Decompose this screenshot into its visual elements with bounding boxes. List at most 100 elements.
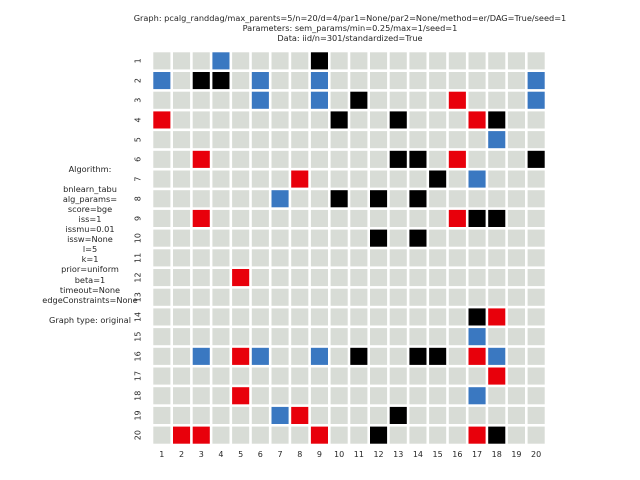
y-tick-label: 1 xyxy=(134,58,143,63)
heatmap-cell-empty xyxy=(429,249,447,267)
heatmap-cell-empty xyxy=(527,269,545,287)
heatmap-cell-empty xyxy=(232,426,250,444)
heatmap-cell-empty xyxy=(251,131,269,149)
info-line: l=5 xyxy=(82,244,98,255)
heatmap-cell-empty xyxy=(409,308,427,326)
heatmap-cell-empty xyxy=(291,111,309,129)
heatmap-cell-blue xyxy=(468,328,486,346)
x-tick-label: 7 xyxy=(278,450,283,459)
heatmap-cell-black xyxy=(468,209,486,227)
heatmap-cell-empty xyxy=(488,328,506,346)
heatmap-cell-empty xyxy=(153,209,171,227)
x-tick-label: 8 xyxy=(297,450,302,459)
heatmap-cell-empty xyxy=(330,229,348,247)
heatmap-cell-empty xyxy=(370,387,388,405)
heatmap-cell-empty xyxy=(507,209,525,227)
heatmap-cell-blue xyxy=(212,52,230,70)
heatmap-cell-empty xyxy=(350,52,368,70)
x-tick-label: 9 xyxy=(317,450,322,459)
heatmap-cell-empty xyxy=(507,249,525,267)
heatmap-cell-empty xyxy=(389,91,407,109)
heatmap-cell-empty xyxy=(389,288,407,306)
heatmap-cell-empty xyxy=(370,170,388,188)
heatmap-cell-empty xyxy=(409,269,427,287)
heatmap-cell-empty xyxy=(153,170,171,188)
y-tick-label: 14 xyxy=(134,312,143,322)
heatmap-cell-empty xyxy=(251,406,269,424)
x-tick-label: 10 xyxy=(334,450,344,459)
heatmap-cell-empty xyxy=(448,426,466,444)
heatmap-cell-empty xyxy=(212,249,230,267)
heatmap-cell-empty xyxy=(448,170,466,188)
heatmap-cell-empty xyxy=(527,170,545,188)
heatmap-cell-empty xyxy=(173,249,191,267)
heatmap-cell-empty xyxy=(212,190,230,208)
heatmap-cell-empty xyxy=(212,91,230,109)
heatmap-cell-empty xyxy=(429,328,447,346)
heatmap-cell-empty xyxy=(271,249,289,267)
heatmap-cell-empty xyxy=(173,229,191,247)
heatmap-cell-empty xyxy=(173,269,191,287)
heatmap-cell-empty xyxy=(488,406,506,424)
heatmap-cell-empty xyxy=(291,249,309,267)
heatmap-cell-empty xyxy=(409,91,427,109)
heatmap-cell-empty xyxy=(212,387,230,405)
heatmap-cell-red xyxy=(448,91,466,109)
heatmap-cell-empty xyxy=(448,190,466,208)
heatmap-cell-blue xyxy=(488,347,506,365)
heatmap-cell-empty xyxy=(468,406,486,424)
heatmap-cell-empty xyxy=(507,347,525,365)
heatmap-cell-empty xyxy=(330,308,348,326)
heatmap-cell-empty xyxy=(153,131,171,149)
heatmap-cell-empty xyxy=(173,52,191,70)
heatmap-cell-blue xyxy=(310,72,328,90)
heatmap-cell-empty xyxy=(507,131,525,149)
heatmap-cell-empty xyxy=(153,387,171,405)
heatmap-cell-empty xyxy=(212,150,230,168)
heatmap-cell-empty xyxy=(192,367,210,385)
heatmap-cell-blue xyxy=(488,131,506,149)
heatmap-cell-empty xyxy=(527,131,545,149)
y-tick-label: 5 xyxy=(134,137,143,142)
heatmap-cell-empty xyxy=(330,52,348,70)
heatmap-cell-empty xyxy=(251,426,269,444)
heatmap-cell-empty xyxy=(271,367,289,385)
heatmap-cell-blue xyxy=(271,190,289,208)
heatmap-cell-empty xyxy=(291,91,309,109)
heatmap-cell-empty xyxy=(330,170,348,188)
heatmap-cell-empty xyxy=(527,209,545,227)
heatmap-cell-empty xyxy=(350,249,368,267)
heatmap-cell-empty xyxy=(330,150,348,168)
heatmap-cell-empty xyxy=(192,170,210,188)
heatmap-cell-empty xyxy=(409,426,427,444)
heatmap-cell-empty xyxy=(350,229,368,247)
heatmap-cell-empty xyxy=(232,308,250,326)
heatmap-cell-empty xyxy=(468,91,486,109)
heatmap-cell-empty xyxy=(507,91,525,109)
heatmap-cell-empty xyxy=(527,308,545,326)
y-tick-label: 10 xyxy=(134,233,143,243)
heatmap-cell-empty xyxy=(271,328,289,346)
heatmap-cell-empty xyxy=(232,190,250,208)
heatmap-cell-empty xyxy=(429,111,447,129)
x-axis-ticks: 1 2 3 4 5 6 7 8 9 10 11 12 13 14 15 16 17 18 19 20 xyxy=(159,450,541,459)
heatmap-cell-empty xyxy=(330,347,348,365)
info-line: Algorithm: xyxy=(68,164,112,174)
heatmap-cell-black xyxy=(389,406,407,424)
heatmap-cell-empty xyxy=(507,269,525,287)
heatmap-cell-empty xyxy=(330,367,348,385)
heatmap-cell-empty xyxy=(232,150,250,168)
x-tick-label: 4 xyxy=(218,450,223,459)
x-tick-label: 11 xyxy=(354,450,364,459)
algorithm-info: Algorithm: bnlearn_tabu alg_params= scor… xyxy=(40,164,140,325)
heatmap-cell-empty xyxy=(232,131,250,149)
heatmap-cell-empty xyxy=(212,406,230,424)
heatmap-cell-empty xyxy=(291,347,309,365)
heatmap-cell-empty xyxy=(429,190,447,208)
heatmap-cell-empty xyxy=(429,72,447,90)
heatmap-cell-empty xyxy=(212,308,230,326)
heatmap-cell-empty xyxy=(429,387,447,405)
heatmap-cell-empty xyxy=(370,367,388,385)
x-tick-label: 13 xyxy=(393,450,403,459)
